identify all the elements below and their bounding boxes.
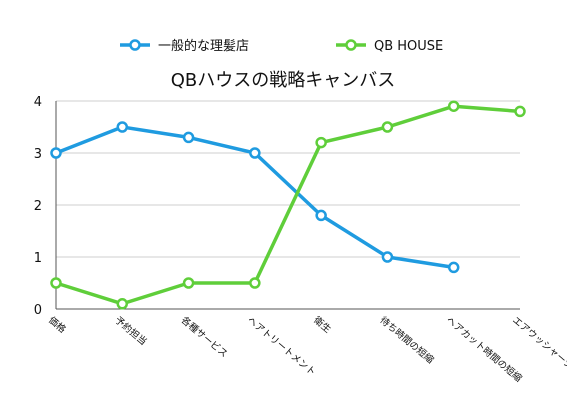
axes xyxy=(55,101,520,310)
data-point xyxy=(315,209,327,222)
y-tick-label: 4 xyxy=(34,95,42,110)
chart-title: QBハウスの戦略キャンバス xyxy=(171,70,396,91)
data-point xyxy=(116,298,129,310)
data-point xyxy=(50,277,62,289)
series-line-1 xyxy=(55,104,521,306)
data-point xyxy=(381,121,394,133)
data-point xyxy=(50,147,62,159)
y-tick-label: 3 xyxy=(34,147,42,162)
legend-swatch-marker xyxy=(345,39,357,51)
x-tick-label: 予約担当 xyxy=(112,314,149,348)
legend-label: 一般的な理髪店 xyxy=(158,38,249,54)
y-tick-label: 1 xyxy=(34,251,42,266)
legend: 一般的な理髪店 QB HOUSE xyxy=(120,38,443,54)
data-point xyxy=(116,121,129,133)
legend-label: QB HOUSE xyxy=(374,39,443,54)
x-tick-label: 価格 xyxy=(46,314,69,336)
data-point xyxy=(315,136,327,149)
x-tick-label: 各種サービス xyxy=(179,314,230,360)
series-layer xyxy=(50,100,526,310)
data-point xyxy=(249,147,261,159)
x-tick-label: 衛生 xyxy=(311,314,334,336)
data-point xyxy=(514,105,526,118)
data-point xyxy=(447,261,460,274)
y-tick-label: 0 xyxy=(34,303,42,318)
data-point xyxy=(381,251,394,263)
data-point xyxy=(447,100,460,112)
data-point xyxy=(182,277,195,289)
data-point xyxy=(182,131,195,144)
y-tick-label: 2 xyxy=(34,199,42,214)
grid xyxy=(56,100,520,258)
x-tick-label: 待ち時間の短縮 xyxy=(378,314,437,366)
data-point xyxy=(249,277,261,289)
legend-swatch-marker xyxy=(129,39,141,51)
x-tick-label: ヘアトリートメント xyxy=(245,315,318,378)
y-axis-ticks: 0 1 2 3 4 xyxy=(34,95,42,318)
